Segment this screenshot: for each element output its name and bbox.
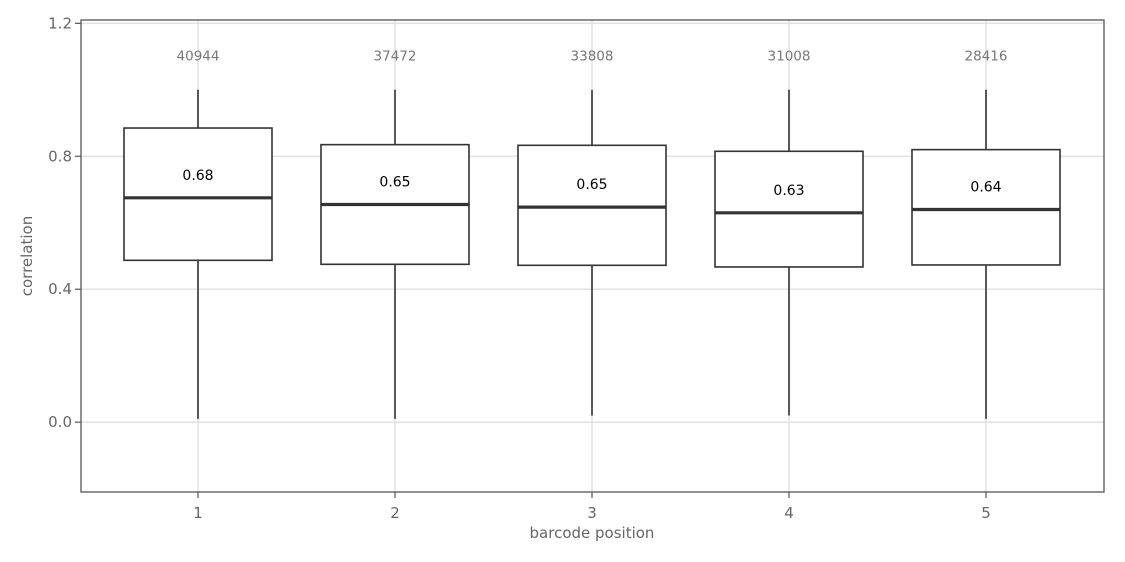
median-label: 0.65 [379,174,410,190]
box-iqr [714,150,864,268]
y-axis-title: correlation [18,216,36,297]
y-tick-label: 0.8 [48,147,72,165]
x-axis-title: barcode position [530,524,655,542]
box-iqr [911,148,1061,266]
count-label: 33808 [571,49,614,65]
box-iqr [123,127,273,262]
count-label: 31008 [768,49,811,65]
median-label: 0.63 [773,183,804,199]
median-label: 0.65 [576,177,607,193]
y-tick-label: 0.4 [48,280,72,298]
count-label: 40944 [177,49,220,65]
y-tick-label: 1.2 [48,14,72,32]
x-tick-label: 4 [784,504,794,522]
y-tick-label: 0.0 [48,413,72,431]
count-label: 28416 [965,49,1008,65]
count-label: 37472 [374,49,417,65]
box-iqr [517,144,667,267]
median-label: 0.64 [970,179,1001,195]
value-labels: 0.68 40944 0.65 37472 0.65 33808 0.63 31008 0.64… [177,49,1008,199]
boxes [123,89,1061,419]
median-label: 0.68 [182,168,213,184]
axes: 0.0 0.4 0.8 1.2 1 2 3 4 5 [48,14,991,522]
x-tick-label: 3 [587,504,597,522]
x-tick-label: 1 [193,504,203,522]
x-tick-label: 2 [390,504,400,522]
x-tick-label: 5 [981,504,991,522]
